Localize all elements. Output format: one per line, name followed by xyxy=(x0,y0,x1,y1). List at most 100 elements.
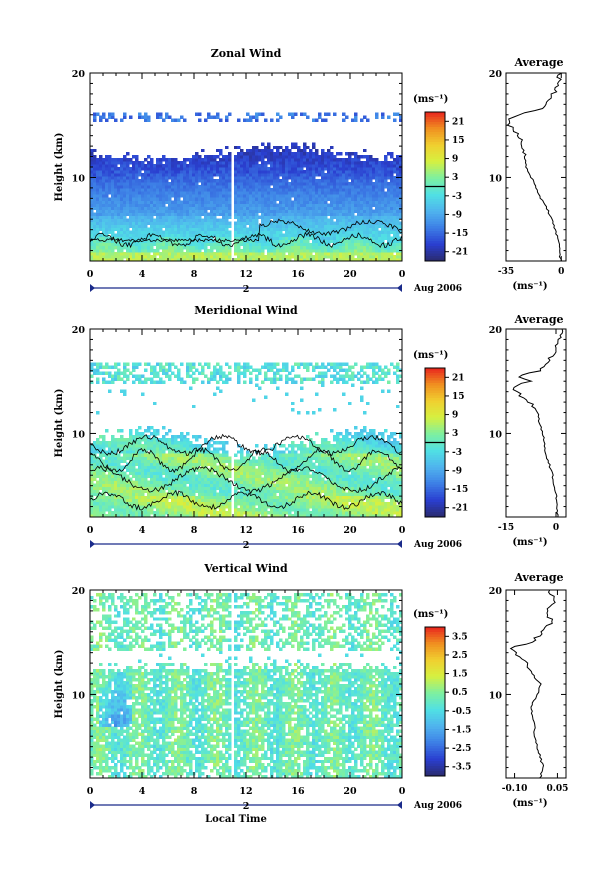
heatmap-cell xyxy=(147,444,151,448)
heatmap-cell xyxy=(120,215,124,219)
average-x-tick-label: 0 xyxy=(558,267,564,277)
heatmap-cell xyxy=(246,112,250,116)
heatmap-cell xyxy=(312,191,316,195)
heatmap-cell xyxy=(192,435,196,439)
heatmap-cell xyxy=(108,504,112,509)
heatmap-cell xyxy=(189,233,193,238)
heatmap-cell xyxy=(126,239,130,244)
heatmap-cell xyxy=(216,197,220,201)
heatmap-cell xyxy=(147,194,151,198)
heatmap-cell xyxy=(123,163,127,168)
heatmap-cell xyxy=(240,230,244,235)
heatmap-cell xyxy=(390,194,394,198)
heatmap-cell xyxy=(261,154,265,159)
heatmap-cell xyxy=(240,160,244,165)
heatmap-cell xyxy=(96,245,100,250)
heatmap-cell xyxy=(180,501,184,506)
heatmap-cell xyxy=(90,236,94,241)
heatmap-cell xyxy=(192,197,196,201)
heatmap-cell xyxy=(132,215,136,219)
heatmap-cell xyxy=(105,154,109,159)
heatmap-cell xyxy=(129,510,133,515)
heatmap-cell xyxy=(147,480,151,485)
heatmap-cell xyxy=(258,242,262,247)
heatmap-cell xyxy=(156,212,160,216)
heatmap-cell xyxy=(240,203,244,207)
heatmap-cell xyxy=(399,200,403,204)
heatmap-cell xyxy=(219,191,223,195)
heatmap-cell xyxy=(108,498,112,503)
heatmap-cell xyxy=(354,224,358,229)
heatmap-cell xyxy=(129,176,133,180)
heatmap-cell xyxy=(123,173,127,177)
heatmap-cell xyxy=(261,182,265,186)
heatmap-cell xyxy=(162,371,166,375)
heatmap-cell xyxy=(366,182,370,186)
heatmap-cell xyxy=(168,236,172,241)
heatmap-cell xyxy=(291,251,295,256)
heatmap-cell xyxy=(315,185,319,189)
heatmap-cell xyxy=(132,191,136,195)
heatmap-cell xyxy=(273,200,277,204)
heatmap-cell xyxy=(192,163,196,168)
heatmap-cell xyxy=(225,248,229,253)
heatmap-cell xyxy=(339,188,343,192)
heatmap-cell xyxy=(375,176,379,180)
heatmap-cell xyxy=(375,197,379,201)
heatmap-cell xyxy=(372,251,376,256)
heatmap-cell xyxy=(348,239,352,244)
heatmap-cell xyxy=(144,163,148,168)
heatmap-cell xyxy=(147,483,151,488)
heatmap-cell xyxy=(360,154,364,159)
heatmap-cell xyxy=(213,239,217,244)
heatmap-cell xyxy=(174,483,178,488)
heatmap-cell xyxy=(99,160,103,165)
heatmap-cell xyxy=(138,483,142,488)
heatmap-cell xyxy=(102,507,106,512)
heatmap-cell xyxy=(120,239,124,244)
heatmap-cell xyxy=(171,441,175,445)
heatmap-cell xyxy=(210,251,214,256)
heatmap-cell xyxy=(279,173,283,177)
heatmap-cell xyxy=(249,245,253,250)
heatmap-cell xyxy=(159,200,163,204)
heatmap-cell xyxy=(270,248,274,253)
heatmap-cell xyxy=(252,115,256,119)
heatmap-cell xyxy=(357,188,361,192)
heatmap-cell xyxy=(237,197,241,201)
heatmap-cell xyxy=(105,248,109,253)
heatmap-cell xyxy=(99,197,103,201)
heatmap-cell xyxy=(384,242,388,247)
heatmap-cell xyxy=(282,170,286,174)
heatmap-cell xyxy=(315,200,319,204)
colorbar-step xyxy=(425,176,445,180)
heatmap-cell xyxy=(387,194,391,198)
heatmap-cell xyxy=(102,477,106,482)
heatmap-cell xyxy=(390,151,394,156)
heatmap-cell xyxy=(147,167,151,171)
heatmap-cell xyxy=(393,245,397,250)
heatmap-cell xyxy=(111,239,115,244)
heatmap-cell xyxy=(327,239,331,244)
heatmap-cell xyxy=(318,191,322,195)
heatmap-cell xyxy=(261,157,265,162)
heatmap-cell xyxy=(399,242,403,247)
heatmap-cell xyxy=(258,215,262,219)
heatmap-cell xyxy=(390,197,394,201)
heatmap-cell xyxy=(153,173,157,177)
heatmap-cell xyxy=(246,163,250,168)
heatmap-cell xyxy=(243,257,247,262)
heatmap-cell xyxy=(321,248,325,253)
heatmap-cell xyxy=(390,212,394,216)
heatmap-cell xyxy=(120,429,124,433)
heatmap-cell xyxy=(390,245,394,250)
heatmap-cell xyxy=(165,182,169,186)
heatmap-cell xyxy=(396,154,400,159)
heatmap-cell xyxy=(114,447,118,451)
heatmap-cell xyxy=(387,221,391,226)
heatmap-cell xyxy=(267,173,271,177)
heatmap-cell xyxy=(285,173,289,177)
heatmap-cell xyxy=(273,212,277,216)
heatmap-cell xyxy=(252,176,256,180)
heatmap-cell xyxy=(294,188,298,192)
